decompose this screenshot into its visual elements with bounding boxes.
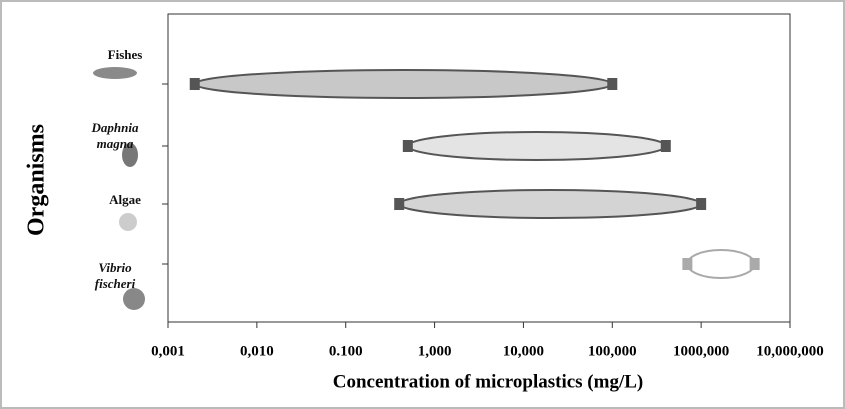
daphnia-icon [122,143,138,167]
range-max [696,198,707,210]
range-ellipse [686,249,756,279]
range-ellipse [406,131,667,161]
category-label: Daphnia magna [91,120,139,151]
range-min [682,258,693,270]
range-ellipse [193,69,614,99]
range-max [660,140,671,152]
vibrio-icon [123,288,145,310]
range-min [394,198,405,210]
algae-icon [119,213,137,231]
category-label: Fishes [107,47,143,62]
y-axis-label: Organisms [24,124,50,236]
range-max [607,78,618,90]
x-axis-label: Concentration of microplastics (mg/L) [333,371,643,392]
x-tick-label: 10,000 [503,343,544,359]
x-tick-label: 0,001 [151,343,185,359]
range-max [749,258,760,270]
category-label: Algae [109,192,141,207]
x-tick-label: 10,000,000 [756,343,824,359]
range-min [189,78,200,90]
range-ellipse [398,189,703,219]
x-tick-label: 1000,000 [673,343,729,359]
plot-area [167,13,791,323]
range-min [402,140,413,152]
x-tick-label: 0.100 [329,343,363,359]
x-tick-label: 1,000 [418,343,452,359]
x-tick-label: 0,010 [240,343,274,359]
category-label: Vibrio fischeri [94,260,136,291]
x-tick-label: 100,000 [588,343,637,359]
fish-icon [93,67,137,79]
